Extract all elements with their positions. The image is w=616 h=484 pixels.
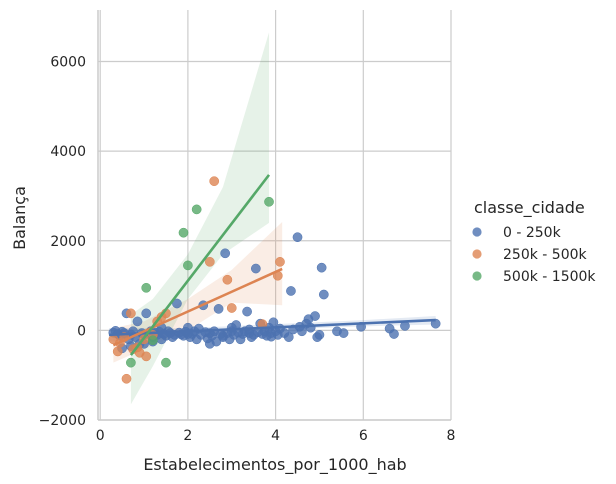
data-point — [183, 260, 193, 271]
data-point — [213, 304, 224, 314]
data-point — [132, 316, 143, 327]
x-tick-label: 4 — [271, 428, 280, 444]
y-tick-label: 4000 — [50, 144, 86, 160]
data-point — [283, 332, 294, 342]
data-point — [286, 286, 296, 296]
data-point — [222, 274, 233, 285]
data-point — [121, 373, 132, 384]
data-point — [161, 357, 171, 368]
data-point — [147, 335, 158, 346]
data-point — [389, 329, 399, 339]
x-tick-label: 2 — [183, 428, 192, 444]
y-tick-label: 0 — [77, 323, 86, 339]
data-point — [275, 256, 285, 267]
legend: classe_cidade 0 - 250k 250k - 500k 500k - … — [472, 198, 596, 285]
data-point — [266, 331, 277, 342]
x-tick-label: 8 — [447, 428, 456, 444]
data-point — [314, 330, 325, 340]
data-point — [318, 289, 329, 300]
y-tick-label: 2000 — [50, 234, 86, 250]
data-point — [220, 248, 231, 259]
legend-marker — [472, 227, 482, 237]
data-point — [112, 346, 123, 357]
data-point — [204, 256, 215, 267]
legend-title: classe_cidade — [474, 198, 585, 218]
data-point — [191, 204, 202, 215]
data-point — [209, 176, 220, 187]
y-axis-label: Balança — [10, 186, 29, 250]
x-tick-label: 0 — [96, 428, 105, 444]
x-axis-label: Estabelecimentos_por_1000_hab — [143, 455, 406, 475]
regression-line-0 — [108, 318, 436, 337]
x-tick-labels: 0 2 4 6 8 — [96, 428, 456, 444]
x-tick-label: 6 — [359, 428, 368, 444]
data-point — [126, 357, 136, 368]
axes — [97, 10, 451, 421]
legend-marker — [472, 249, 482, 259]
data-point — [251, 263, 261, 274]
data-point — [310, 311, 320, 321]
data-point — [226, 322, 237, 333]
data-point — [218, 330, 228, 341]
data-point — [292, 232, 303, 243]
data-point — [141, 282, 152, 293]
legend-label: 0 - 250k — [503, 225, 562, 241]
data-point — [338, 328, 349, 338]
regression-line-1 — [112, 267, 283, 347]
data-point — [141, 308, 152, 319]
regression-lines — [108, 174, 436, 356]
data-point — [316, 262, 327, 273]
data-point — [204, 338, 215, 349]
data-point — [226, 303, 237, 313]
legend-marker — [472, 271, 482, 281]
y-tick-labels: −2000 0 2000 4000 6000 — [39, 55, 86, 429]
data-point — [264, 196, 274, 207]
data-point — [242, 306, 252, 317]
data-point — [126, 308, 136, 319]
regression-line-2 — [129, 174, 271, 356]
legend-label: 500k - 1500k — [503, 269, 596, 285]
legend-label: 250k - 500k — [503, 247, 588, 263]
confidence-bands — [108, 32, 436, 405]
data-point — [141, 351, 152, 362]
y-tick-label: 6000 — [50, 55, 86, 71]
ci-band-2 — [130, 32, 270, 405]
data-point — [172, 298, 182, 309]
y-tick-label: −2000 — [39, 413, 86, 429]
data-point — [178, 227, 189, 238]
